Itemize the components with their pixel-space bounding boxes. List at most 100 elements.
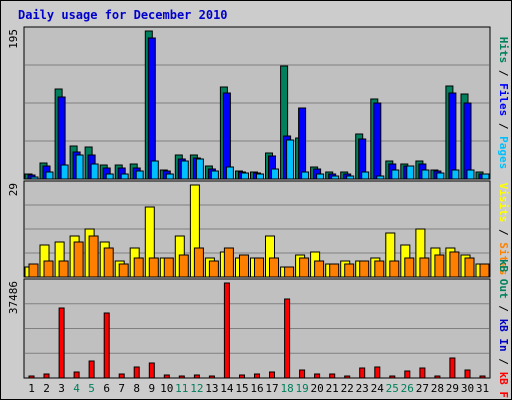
bar-kb-kbf-11 bbox=[178, 375, 185, 379]
legend-middle: Visits / Sites bbox=[497, 183, 510, 276]
bar-kb-kbf-8 bbox=[133, 366, 140, 379]
x-tick-label-31: 31 bbox=[476, 382, 489, 395]
bar-kb-kbf-31 bbox=[479, 375, 486, 379]
bar-pfh-pages-22 bbox=[346, 175, 355, 180]
bar-kb-kbf-16 bbox=[254, 373, 260, 379]
bar-kb-kbf-30 bbox=[464, 369, 471, 379]
bar-sv-sites-11 bbox=[178, 254, 189, 278]
bar-sv-sites-28 bbox=[434, 254, 445, 278]
bar-pfh-pages-18 bbox=[286, 139, 295, 180]
chart-title: Daily usage for December 2010 bbox=[18, 8, 228, 22]
bar-sv-sites-5 bbox=[88, 235, 99, 278]
bar-pfh-pages-21 bbox=[331, 175, 340, 180]
bar-sv-sites-18 bbox=[284, 266, 295, 278]
x-tick-label-13: 13 bbox=[205, 382, 218, 395]
bar-sv-sites-15 bbox=[239, 254, 249, 278]
x-tick-label-28: 28 bbox=[431, 382, 444, 395]
bar-pfh-pages-24 bbox=[376, 175, 385, 180]
bar-kb-kbf-18 bbox=[284, 298, 291, 379]
bar-kb-kbf-15 bbox=[239, 374, 245, 379]
x-tick-label-14: 14 bbox=[220, 382, 234, 395]
bar-sv-sites-9 bbox=[148, 257, 159, 278]
legend-top: Hits / Files / Pages bbox=[497, 37, 510, 170]
bar-sv-sites-10 bbox=[163, 257, 174, 278]
x-tick-label-11: 11 bbox=[175, 382, 188, 395]
bar-sv-sites-30 bbox=[464, 257, 475, 278]
bar-sv-sites-23 bbox=[359, 260, 370, 278]
x-tick-label-5: 5 bbox=[88, 382, 95, 395]
x-tick-label-9: 9 bbox=[148, 382, 155, 395]
bar-sv-sites-19 bbox=[299, 257, 310, 278]
x-tick-label-23: 23 bbox=[356, 382, 369, 395]
panel-bottom: 37486 kB Out / kB In / kB F bbox=[7, 259, 510, 398]
bar-kb-kbf-12 bbox=[193, 374, 200, 379]
bar-pfh-pages-6 bbox=[105, 173, 114, 180]
bar-pfh-pages-5 bbox=[90, 163, 99, 180]
bar-pfh-pages-25 bbox=[391, 169, 400, 180]
bar-pfh-pages-23 bbox=[361, 171, 370, 180]
bar-sv-sites-14 bbox=[223, 247, 234, 278]
bar-sv-sites-8 bbox=[133, 257, 144, 278]
bar-pfh-pages-1 bbox=[30, 176, 39, 180]
y-max-label-top: 195 bbox=[7, 29, 20, 49]
x-tick-label-12: 12 bbox=[190, 382, 203, 395]
x-tick-label-3: 3 bbox=[58, 382, 65, 395]
bar-sv-sites-27 bbox=[419, 257, 430, 278]
x-tick-label-7: 7 bbox=[118, 382, 125, 395]
bar-kb-kbf-2 bbox=[43, 373, 50, 379]
legend-kbf: kB F bbox=[497, 372, 510, 399]
bar-sv-sites-26 bbox=[404, 257, 415, 278]
bar-kb-kbf-22 bbox=[344, 375, 351, 379]
bar-pfh-pages-16 bbox=[256, 173, 264, 180]
bar-pfh-pages-31 bbox=[481, 173, 490, 180]
bar-pfh-pages-12 bbox=[195, 158, 204, 180]
x-tick-label-25: 25 bbox=[386, 382, 399, 395]
x-tick-label-22: 22 bbox=[341, 382, 354, 395]
bar-pfh-pages-29 bbox=[451, 169, 460, 180]
x-tick-label-24: 24 bbox=[371, 382, 385, 395]
legend-visits: Visits bbox=[497, 183, 510, 223]
bar-pfh-pages-20 bbox=[316, 173, 325, 180]
bar-pfh-files-9 bbox=[147, 37, 156, 180]
x-tick-label-20: 20 bbox=[310, 382, 323, 395]
bar-kb-kbf-7 bbox=[118, 373, 125, 379]
legend-bottom: kB Out / kB In / kB F bbox=[497, 259, 510, 398]
x-tick-label-15: 15 bbox=[235, 382, 248, 395]
bar-pfh-files-14 bbox=[222, 92, 231, 180]
bar-kb-kbf-21 bbox=[329, 373, 336, 379]
legend-separator: / bbox=[497, 352, 510, 372]
bar-sv-sites-2 bbox=[43, 260, 54, 278]
bar-kb-kbf-17 bbox=[269, 371, 275, 379]
bar-pfh-pages-28 bbox=[436, 172, 445, 180]
panel-middle: 29 Visits / Sites bbox=[7, 180, 510, 278]
bar-kb-kbf-10 bbox=[163, 374, 170, 379]
x-tick-label-8: 8 bbox=[133, 382, 140, 395]
legend-kbout: kB Out bbox=[497, 259, 510, 299]
bar-pfh-files-29 bbox=[448, 92, 457, 180]
bar-pfh-pages-9 bbox=[150, 160, 159, 180]
x-tick-label-27: 27 bbox=[416, 382, 429, 395]
bar-kb-kbf-9 bbox=[148, 362, 155, 379]
bar-kb-kbf-20 bbox=[314, 373, 321, 379]
y-max-label-middle: 29 bbox=[7, 183, 20, 196]
bar-pfh-files-19 bbox=[298, 107, 307, 180]
x-tick-label-16: 16 bbox=[250, 382, 263, 395]
bar-sv-sites-29 bbox=[449, 251, 460, 278]
bar-sv-sites-3 bbox=[58, 260, 69, 278]
x-tick-label-18: 18 bbox=[280, 382, 293, 395]
x-tick-label-21: 21 bbox=[326, 382, 339, 395]
bar-kb-kbf-26 bbox=[404, 370, 411, 379]
bar-pfh-pages-2 bbox=[45, 171, 54, 180]
bar-kb-kbf-19 bbox=[299, 369, 306, 379]
bar-pfh-pages-14 bbox=[225, 166, 234, 180]
legend-kbin: kB In bbox=[497, 319, 510, 352]
bar-sv-sites-4 bbox=[73, 241, 84, 278]
legend-separator: / bbox=[497, 299, 510, 319]
x-tick-label-1: 1 bbox=[28, 382, 35, 395]
bar-kb-kbf-29 bbox=[449, 357, 456, 379]
bar-sv-sites-7 bbox=[118, 263, 129, 278]
bar-sv-sites-20 bbox=[314, 260, 325, 278]
legend-pages: Pages bbox=[497, 136, 510, 169]
bar-kb-kbf-4 bbox=[73, 371, 80, 379]
